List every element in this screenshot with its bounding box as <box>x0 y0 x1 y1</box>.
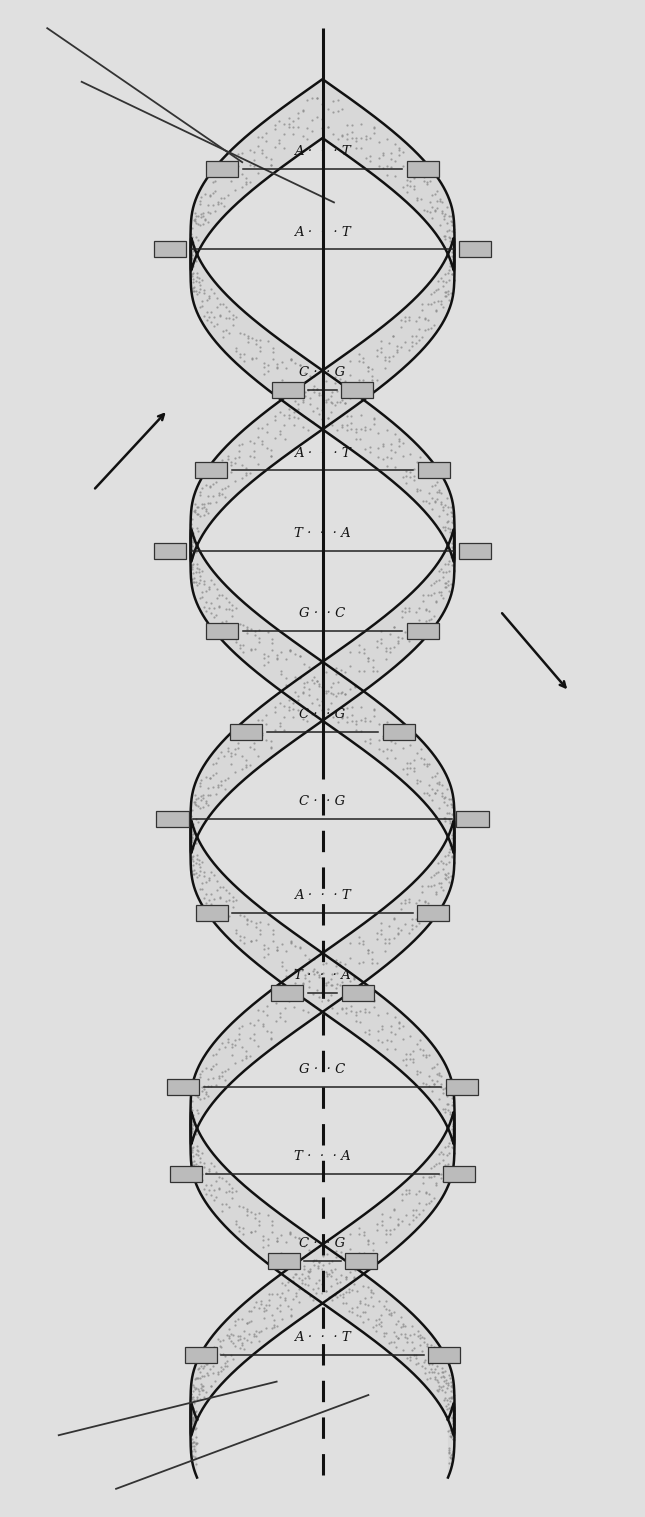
Bar <box>342 985 374 1001</box>
Text: C ·  · G: C · · G <box>299 366 346 379</box>
Text: G ·  · C: G · · C <box>299 1063 346 1076</box>
Text: A ·  ·  · T: A · · · T <box>294 446 351 460</box>
Polygon shape <box>190 663 322 1012</box>
Text: C ·  · G: C · · G <box>299 1238 346 1250</box>
Bar <box>156 810 188 827</box>
Bar <box>443 1167 475 1182</box>
Polygon shape <box>190 1245 322 1478</box>
Polygon shape <box>190 80 322 429</box>
Bar <box>271 985 303 1001</box>
Bar <box>268 1253 300 1270</box>
Text: C ·  · G: C · · G <box>299 795 346 809</box>
Bar <box>459 241 491 258</box>
Bar <box>407 161 439 177</box>
Bar <box>345 1253 377 1270</box>
Bar <box>272 382 304 397</box>
Bar <box>195 904 228 921</box>
Polygon shape <box>323 1245 455 1478</box>
Bar <box>167 1079 199 1095</box>
Bar <box>184 1347 217 1362</box>
Bar <box>341 382 373 397</box>
Bar <box>417 904 450 921</box>
Text: A ·  ·  · T: A · · · T <box>294 1330 351 1344</box>
Bar <box>154 241 186 258</box>
Bar <box>406 623 439 639</box>
Polygon shape <box>322 953 455 1303</box>
Bar <box>195 463 227 478</box>
Text: T ·  ·  · A: T · · · A <box>294 969 351 983</box>
Polygon shape <box>190 370 322 721</box>
Bar <box>459 543 491 558</box>
Bar <box>206 161 238 177</box>
Text: G ·  · C: G · · C <box>299 607 346 620</box>
Bar <box>457 810 489 827</box>
Bar <box>206 623 239 639</box>
Bar <box>418 463 450 478</box>
Bar <box>230 724 262 740</box>
Bar <box>170 1167 202 1182</box>
Text: A ·  ·  · T: A · · · T <box>294 146 351 158</box>
Text: A ·  ·  · T: A · · · T <box>294 226 351 238</box>
Text: T ·  ·  · A: T · · · A <box>294 526 351 540</box>
Polygon shape <box>322 370 455 721</box>
Bar <box>428 1347 461 1362</box>
Polygon shape <box>190 953 322 1303</box>
Polygon shape <box>323 80 455 429</box>
Polygon shape <box>323 663 455 1012</box>
Bar <box>154 543 186 558</box>
Bar <box>446 1079 478 1095</box>
Text: T ·  ·  · A: T · · · A <box>294 1150 351 1164</box>
Text: A ·  ·  · T: A · · · T <box>294 889 351 903</box>
Text: C ·  · G: C · · G <box>299 708 346 721</box>
Bar <box>383 724 415 740</box>
